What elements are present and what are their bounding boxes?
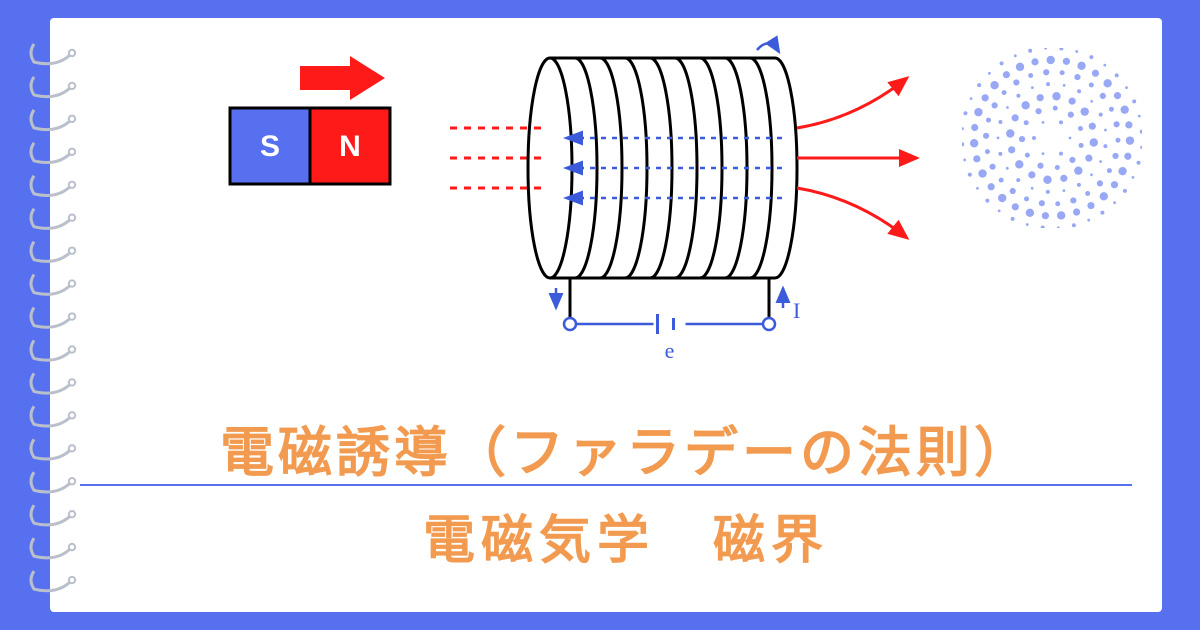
magnet-n-label: N (339, 130, 361, 163)
emf-label: e (665, 338, 675, 363)
dotted-logo-icon (962, 48, 1142, 228)
induced-field-lines (568, 138, 785, 198)
electromagnetic-induction-diagram: S N e I (140, 28, 940, 368)
bar-magnet: S N (230, 108, 390, 184)
spiral-binding-icon (28, 30, 78, 610)
winding-direction-icon (757, 43, 779, 52)
title-divider (80, 484, 1132, 486)
magnet-s-label: S (260, 130, 280, 163)
motion-arrow-icon (300, 56, 385, 100)
main-title: 電磁誘導（ファラデーの法則） (100, 408, 1152, 487)
sub-title: 電磁気学 磁界 (100, 498, 1152, 573)
notebook-page: S N e I 電磁誘導（ファラデーの法則） 電 (50, 18, 1162, 612)
magnetic-field-lines-out (797, 78, 917, 238)
emf-circuit (556, 278, 783, 334)
current-label: I (793, 298, 800, 323)
